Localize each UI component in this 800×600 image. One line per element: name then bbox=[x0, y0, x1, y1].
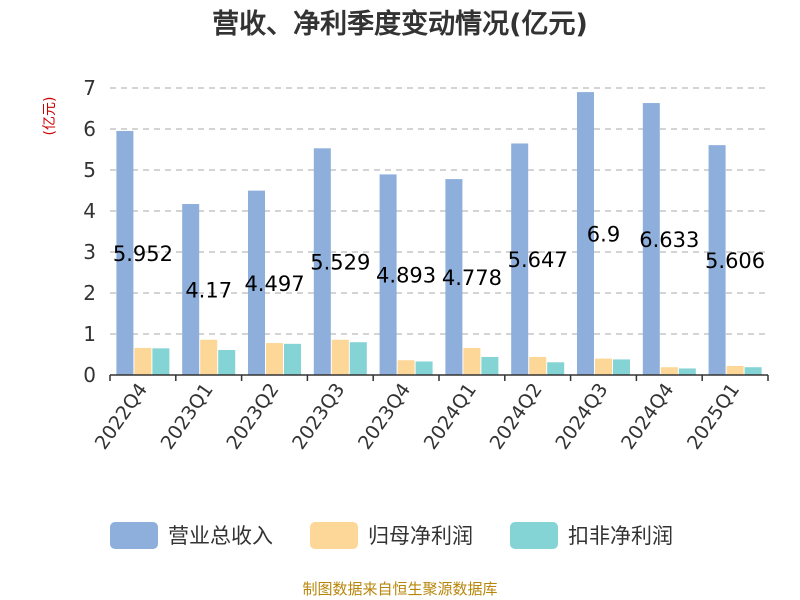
x-tick-label: 2023Q3 bbox=[288, 379, 349, 453]
legend-swatch bbox=[510, 522, 558, 549]
y-tick-label: 0 bbox=[83, 363, 96, 387]
bar-series2-2022Q4 bbox=[134, 347, 152, 375]
bar-series1-2024Q3 bbox=[577, 92, 594, 375]
bar-series2-2023Q4 bbox=[397, 360, 415, 375]
x-tick-label: 2025Q1 bbox=[683, 379, 744, 453]
data-label: 6.9 bbox=[587, 223, 620, 247]
bar-series3-2023Q1 bbox=[218, 349, 236, 375]
y-axis-ticks: 0 1 2 3 4 5 6 7 bbox=[83, 76, 96, 387]
bar-series3-2023Q3 bbox=[349, 342, 367, 375]
bar-series3-2023Q2 bbox=[284, 343, 301, 375]
data-label: 4.893 bbox=[376, 264, 436, 288]
legend-label: 扣非净利润 bbox=[568, 524, 673, 548]
legend-swatch bbox=[110, 522, 158, 549]
data-label: 5.647 bbox=[508, 248, 568, 272]
bar-series3-2024Q1 bbox=[481, 356, 499, 375]
bar-series2-2024Q3 bbox=[595, 358, 612, 375]
bar-series3-2024Q2 bbox=[547, 362, 565, 375]
bar-series2-2023Q3 bbox=[331, 339, 349, 375]
bar-series1-2023Q2 bbox=[248, 190, 265, 375]
x-tick-label: 2022Q4 bbox=[91, 379, 152, 453]
x-tick-label: 2023Q1 bbox=[157, 379, 218, 453]
data-label: 6.633 bbox=[639, 228, 699, 252]
y-tick-label: 3 bbox=[83, 240, 96, 264]
bar-series2-2023Q2 bbox=[266, 343, 283, 375]
bar-series1-2023Q3 bbox=[313, 148, 331, 375]
data-label: 4.497 bbox=[244, 272, 304, 296]
bar-series1-2023Q4 bbox=[379, 174, 397, 375]
chart-title: 营收、净利季度变动情况(亿元) bbox=[212, 8, 588, 40]
bar-series1-2022Q4 bbox=[116, 130, 134, 375]
y-tick-label: 1 bbox=[83, 322, 96, 346]
data-label: 4.778 bbox=[442, 266, 502, 290]
y-tick-label: 4 bbox=[83, 199, 96, 223]
x-tick-label: 2023Q4 bbox=[354, 379, 415, 453]
legend: 营业总收入 归母净利润 扣非净利润 bbox=[110, 522, 673, 549]
x-axis-ticks: 2022Q4 2023Q1 2023Q2 2023Q3 2023Q4 2024Q1 2024… bbox=[91, 379, 744, 453]
x-axis bbox=[109, 374, 769, 381]
bar-series1-2025Q1 bbox=[708, 145, 726, 375]
bar-series2-2024Q2 bbox=[529, 356, 547, 375]
data-label: 5.529 bbox=[310, 251, 370, 275]
bar-series2-2024Q1 bbox=[463, 347, 481, 375]
bar-series1-2024Q2 bbox=[511, 143, 529, 375]
legend-label: 归母净利润 bbox=[368, 524, 473, 548]
legend-swatch bbox=[310, 522, 358, 549]
bar-series1-2024Q1 bbox=[445, 179, 463, 375]
y-tick-label: 6 bbox=[83, 117, 96, 141]
bar-series2-2025Q1 bbox=[726, 365, 744, 375]
x-tick-label: 2024Q3 bbox=[551, 379, 612, 453]
bar-series3-2023Q4 bbox=[415, 361, 433, 375]
y-tick-label: 2 bbox=[83, 281, 96, 305]
x-tick-label: 2023Q2 bbox=[222, 379, 283, 453]
bar-series3-2024Q3 bbox=[613, 359, 630, 375]
data-label: 4.17 bbox=[185, 279, 232, 303]
x-tick-label: 2024Q4 bbox=[617, 379, 678, 453]
bar-series3-2025Q1 bbox=[744, 367, 762, 375]
x-tick-label: 2024Q1 bbox=[420, 379, 481, 453]
y-tick-label: 5 bbox=[83, 158, 96, 182]
data-label: 5.952 bbox=[113, 242, 173, 266]
bar-series3-2022Q4 bbox=[152, 348, 170, 375]
bar-series1-2023Q1 bbox=[182, 204, 200, 375]
bar-series1-2024Q4 bbox=[642, 103, 660, 375]
bar-series2-2023Q1 bbox=[200, 339, 218, 375]
y-axis-unit-label: (亿元) bbox=[42, 97, 58, 136]
bar-series3-2024Q4 bbox=[678, 368, 696, 375]
bar-series2-2024Q4 bbox=[660, 367, 678, 375]
y-tick-label: 7 bbox=[83, 76, 96, 100]
legend-label: 营业总收入 bbox=[168, 524, 273, 548]
data-source-note: 制图数据来自恒生聚源数据库 bbox=[302, 580, 497, 598]
data-label: 5.606 bbox=[705, 249, 765, 273]
x-tick-label: 2024Q2 bbox=[486, 379, 547, 453]
bar-marks bbox=[116, 92, 762, 375]
